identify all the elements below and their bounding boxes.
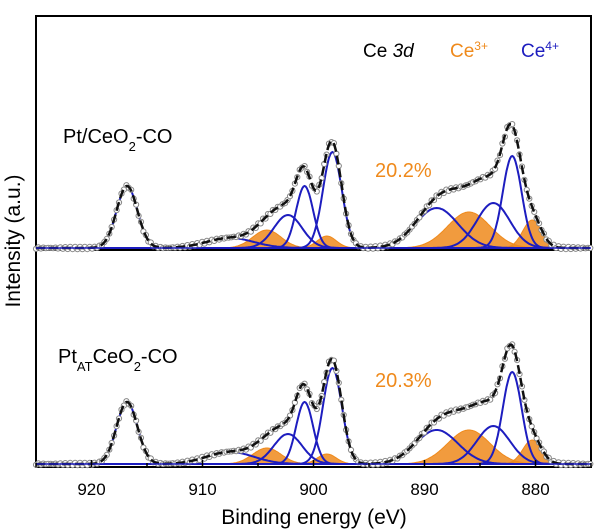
x-tick-label: 900	[299, 480, 327, 499]
spectrum-panel-1	[32, 121, 594, 253]
y-axis-title: Intensity (a.u.)	[2, 174, 25, 307]
legend-ce3plus: Ce3+	[450, 39, 488, 62]
legend-ce3d: Ce 3d	[363, 41, 415, 62]
fit-envelope	[36, 122, 590, 250]
legend: Ce 3d Ce3+ Ce4+	[363, 39, 559, 62]
ce3-fraction-label-top: 20.2%	[375, 160, 432, 182]
ce3-fraction-label-bottom: 20.3%	[375, 370, 432, 392]
x-tick-label: 890	[410, 480, 438, 499]
fit-envelope	[36, 343, 590, 466]
legend-ce4plus: Ce4+	[521, 39, 559, 62]
x-tick-label: 910	[188, 480, 216, 499]
x-axis: 920 910 900 890 880	[35, 460, 592, 499]
x-axis-title: Binding energy (eV)	[221, 506, 407, 529]
panel-label-top: Pt/CeO2-CO	[63, 126, 172, 154]
raw-data-point	[333, 150, 340, 157]
spectrum-panel-2	[32, 341, 594, 469]
x-tick-label: 880	[521, 480, 549, 499]
spectra-layer	[32, 121, 594, 469]
panel-label-bottom: PtATCeO2-CO	[58, 346, 178, 374]
x-tick-label: 920	[77, 480, 105, 499]
